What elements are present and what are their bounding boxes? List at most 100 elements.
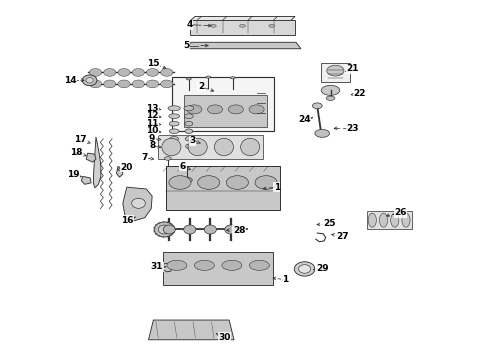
Text: 28: 28 [233,226,245,235]
Text: 26: 26 [394,208,407,217]
Ellipse shape [230,77,235,79]
Ellipse shape [294,262,315,276]
Ellipse shape [147,80,159,88]
Text: 3: 3 [189,136,196,145]
Bar [158,135,263,159]
Ellipse shape [167,260,187,270]
Polygon shape [81,176,91,184]
Bar [172,77,274,131]
Ellipse shape [185,129,193,134]
Text: 6: 6 [180,162,186,171]
Ellipse shape [162,138,181,156]
Text: 11: 11 [146,119,158,128]
Text: 9: 9 [149,134,155,143]
Ellipse shape [187,105,202,114]
Ellipse shape [402,213,410,227]
Ellipse shape [163,225,175,234]
Bar [367,211,412,229]
Ellipse shape [170,136,178,141]
Ellipse shape [206,76,211,78]
Ellipse shape [197,176,220,189]
Text: 1: 1 [273,183,280,192]
Ellipse shape [210,24,216,27]
Ellipse shape [158,225,171,234]
Text: 29: 29 [316,265,328,274]
Ellipse shape [82,75,97,86]
Ellipse shape [313,103,322,109]
Polygon shape [190,20,295,35]
Text: 12: 12 [146,111,158,120]
Ellipse shape [215,138,233,156]
Text: 20: 20 [120,163,132,172]
Ellipse shape [182,177,192,183]
Ellipse shape [379,213,388,227]
Ellipse shape [147,68,159,76]
Text: 30: 30 [218,333,231,342]
Text: 13: 13 [146,104,158,113]
Ellipse shape [249,105,264,114]
Ellipse shape [241,138,260,156]
Ellipse shape [86,78,93,83]
Text: 18: 18 [70,148,83,157]
Polygon shape [148,320,234,340]
Text: 24: 24 [298,114,311,123]
Bar [321,63,349,82]
Ellipse shape [104,80,116,88]
Ellipse shape [169,176,191,189]
Text: 1: 1 [282,275,288,284]
Ellipse shape [321,85,340,95]
Ellipse shape [315,130,330,137]
Ellipse shape [161,80,173,88]
Ellipse shape [186,78,191,80]
Text: 21: 21 [346,64,359,73]
Ellipse shape [118,68,130,76]
Ellipse shape [132,198,146,208]
Ellipse shape [168,106,180,111]
Ellipse shape [226,176,248,189]
Ellipse shape [186,144,192,148]
Ellipse shape [255,176,277,189]
Ellipse shape [249,260,270,270]
Text: 7: 7 [142,153,148,162]
Polygon shape [94,137,101,188]
Polygon shape [123,187,152,221]
Polygon shape [86,153,96,162]
Ellipse shape [240,24,245,27]
Text: 25: 25 [323,219,335,228]
Text: 10: 10 [146,126,158,135]
Ellipse shape [222,260,242,270]
Ellipse shape [154,222,174,237]
Ellipse shape [169,129,179,134]
Text: 27: 27 [337,232,349,241]
Text: 4: 4 [187,20,193,29]
Polygon shape [163,252,273,285]
Text: 2: 2 [198,82,204,91]
Ellipse shape [204,225,217,234]
Ellipse shape [184,225,196,234]
Ellipse shape [184,106,194,111]
Ellipse shape [118,80,130,88]
Ellipse shape [104,68,116,76]
Ellipse shape [391,213,399,227]
Ellipse shape [170,144,178,148]
Text: 23: 23 [346,124,359,133]
Ellipse shape [169,114,179,118]
Polygon shape [166,166,280,210]
Text: 5: 5 [184,41,190,50]
Text: 14: 14 [64,76,76,85]
Ellipse shape [368,213,376,227]
Ellipse shape [228,105,244,114]
Ellipse shape [89,68,101,76]
Ellipse shape [195,260,215,270]
Polygon shape [117,166,123,177]
Ellipse shape [161,68,173,76]
Polygon shape [186,42,301,49]
Ellipse shape [132,68,145,76]
Text: 8: 8 [149,141,155,150]
Ellipse shape [326,96,335,100]
Text: 15: 15 [147,59,159,68]
Ellipse shape [185,136,193,141]
Bar [184,95,267,127]
Ellipse shape [225,225,237,234]
Text: 16: 16 [121,216,133,225]
